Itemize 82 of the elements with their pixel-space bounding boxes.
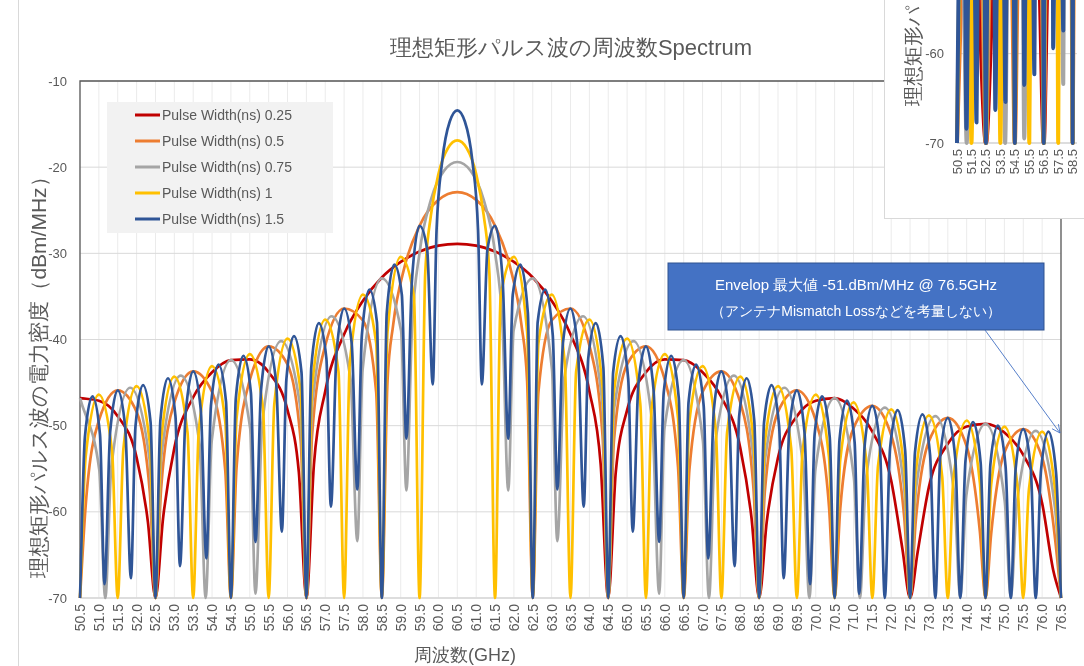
y-axis-title: 理想矩形パルス波の電力密度（dBm/MHz）: [26, 166, 50, 578]
legend-label: Pulse Width(ns) 0.75: [162, 159, 293, 175]
x-tick-label: 54.0: [204, 603, 221, 632]
x-tick-label: 62.0: [505, 603, 522, 632]
x-tick-label: 74.0: [958, 603, 975, 632]
x-tick-label: 75.0: [996, 603, 1013, 632]
y-tick-label: -20: [48, 159, 67, 175]
x-tick-label: 57.0: [317, 603, 334, 632]
y-tick-label: -60: [925, 46, 944, 62]
y-tick-label: -70: [925, 135, 944, 151]
y-axis-title: 理想矩形パ: [902, 5, 924, 106]
x-tick-label: 58.0: [354, 603, 371, 632]
x-tick-label: 55.5: [1021, 149, 1037, 175]
legend-label: Pulse Width(ns) 1.5: [162, 211, 285, 227]
x-tick-label: 68.0: [732, 603, 749, 632]
x-tick-label: 63.5: [562, 603, 579, 632]
x-tick-label: 71.5: [864, 603, 881, 632]
x-tick-label: 58.5: [1065, 149, 1081, 175]
x-tick-label: 69.5: [788, 603, 805, 632]
x-tick-label: 66.0: [656, 603, 673, 632]
x-tick-label: 64.0: [581, 603, 598, 632]
x-tick-label: 56.0: [279, 603, 296, 632]
x-tick-label: 59.0: [392, 603, 409, 632]
x-tick-label: 64.5: [600, 603, 617, 632]
x-tick-label: 69.0: [770, 603, 787, 632]
x-tick-label: 70.0: [807, 603, 824, 632]
x-tick-label: 51.5: [109, 603, 126, 632]
x-tick-label: 70.5: [826, 603, 843, 632]
x-tick-label: 54.5: [222, 603, 239, 632]
x-tick-label: 53.5: [992, 149, 1008, 175]
legend-label: Pulse Width(ns) 0.5: [162, 133, 285, 149]
x-tick-label: 72.0: [883, 603, 900, 632]
x-tick-label: 53.0: [166, 603, 183, 632]
x-tick-label: 67.0: [694, 603, 711, 632]
x-tick-label: 75.5: [1015, 603, 1032, 632]
x-tick-label: 61.0: [468, 603, 485, 632]
x-tick-label: 53.5: [185, 603, 202, 632]
x-axis-title: 周波数(GHz): [414, 645, 516, 665]
x-tick-label: 50.5: [72, 603, 88, 632]
x-tick-label: 71.0: [845, 603, 862, 632]
annotation: （アンテナMismatch Lossなどを考量しない）: [711, 303, 1001, 319]
x-tick-label: 76.0: [1034, 603, 1051, 632]
x-tick-label: 73.5: [939, 603, 956, 632]
x-tick-label: 56.5: [298, 603, 315, 632]
y-tick-label: -30: [48, 245, 67, 261]
y-tick-label: -60: [48, 504, 67, 520]
x-tick-label: 54.5: [1007, 149, 1023, 175]
x-tick-label: 56.5: [1036, 149, 1052, 175]
y-tick-label: -50: [48, 418, 67, 434]
x-tick-label: 55.0: [241, 603, 258, 632]
x-tick-label: 57.5: [1050, 149, 1066, 175]
x-tick-label: 60.0: [430, 603, 447, 632]
x-tick-label: 73.0: [920, 603, 937, 632]
annotation: Envelop 最大値 -51.dBm/MHz @ 76.5GHz: [715, 275, 997, 293]
x-tick-label: 60.5: [449, 603, 466, 632]
y-tick-label: -40: [48, 332, 67, 347]
legend-label: Pulse Width(ns) 0.25: [162, 107, 293, 123]
x-tick-label: 55.5: [260, 603, 277, 632]
x-tick-label: 65.0: [619, 603, 636, 632]
x-tick-label: 68.5: [751, 603, 768, 632]
x-tick-label: 59.5: [411, 603, 428, 632]
legend-label: Pulse Width(ns) 1: [162, 185, 273, 201]
x-tick-label: 52.0: [128, 603, 145, 632]
x-tick-label: 65.5: [637, 603, 654, 632]
y-tick-label: -70: [48, 590, 67, 606]
y-tick-label: -10: [48, 73, 67, 89]
x-tick-label: 61.5: [487, 603, 504, 632]
x-tick-label: 51.5: [963, 149, 979, 175]
x-tick-label: 50.5: [949, 149, 965, 175]
x-tick-label: 66.5: [675, 603, 692, 632]
x-tick-label: 63.0: [543, 603, 560, 632]
x-tick-label: 76.5: [1053, 603, 1069, 632]
x-tick-label: 51.0: [90, 603, 107, 632]
x-tick-label: 52.5: [147, 603, 164, 632]
chart-title: 理想矩形パルス波の周波数Spectrum: [389, 34, 753, 60]
x-tick-label: 52.5: [978, 149, 994, 175]
x-tick-label: 62.5: [524, 603, 541, 632]
x-tick-label: 58.5: [373, 603, 390, 632]
x-tick-label: 67.5: [713, 603, 730, 632]
x-tick-label: 74.5: [977, 603, 994, 632]
x-tick-label: 72.5: [902, 603, 919, 632]
x-tick-label: 57.5: [336, 603, 353, 632]
